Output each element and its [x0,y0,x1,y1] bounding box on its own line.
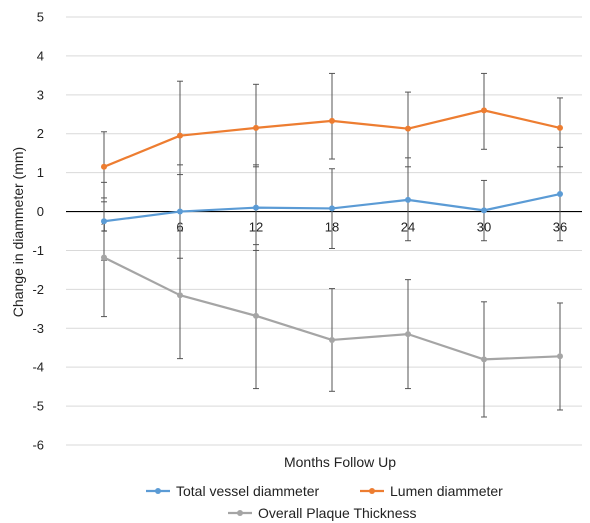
data-point [557,353,563,360]
legend-label: Total vessel diammeter [176,483,320,499]
x-axis-title: Months Follow Up [284,454,396,470]
data-point [405,125,411,132]
legend-marker [369,488,375,494]
legend-item: Total vessel diammeter [146,483,320,499]
error-bars [101,72,563,418]
data-point [177,208,183,215]
y-tick-label: -5 [32,399,44,414]
y-tick-label: -4 [32,360,44,375]
data-point [481,356,487,363]
y-axis-title: Change in diammeter (mm) [10,147,26,317]
y-axis-ticks: 5 4 3 2 1 0 -1 -2 -3 -4 -5 -6 [32,10,44,453]
y-tick-label: 1 [37,165,44,180]
data-point [329,117,335,124]
x-axis-ticks: 161218243036 [100,220,567,235]
data-point [405,196,411,203]
data-point [177,132,183,139]
y-tick-label: -1 [32,243,44,258]
data-point [253,204,259,211]
legend-marker [155,488,161,494]
data-point [557,124,563,131]
data-point [101,254,107,261]
data-points [101,107,563,363]
data-point [557,191,563,198]
y-tick-label: 0 [37,204,44,219]
y-tick-label: 5 [37,10,44,25]
legend-item: Overall Plaque Thickness [228,505,416,521]
data-point [253,312,259,319]
data-point [405,331,411,338]
y-tick-label: -6 [32,438,44,453]
legend-label: Overall Plaque Thickness [258,505,416,521]
gridlines [66,16,582,446]
data-point [481,107,487,114]
legend-label: Lumen diammeter [390,483,503,499]
data-point [329,336,335,343]
y-tick-label: 2 [37,126,44,141]
y-tick-label: -2 [32,282,44,297]
y-tick-label: -3 [32,321,44,336]
data-point [481,207,487,214]
y-tick-label: 4 [37,48,44,63]
data-point [101,218,107,225]
data-point [177,292,183,299]
y-tick-label: 3 [37,87,44,102]
legend-marker [237,510,243,516]
data-point [329,205,335,212]
legend-item: Lumen diammeter [360,483,503,499]
legend: Total vessel diammeter Lumen diammeter Ove… [146,483,503,521]
data-point [101,163,107,170]
data-point [253,124,259,131]
